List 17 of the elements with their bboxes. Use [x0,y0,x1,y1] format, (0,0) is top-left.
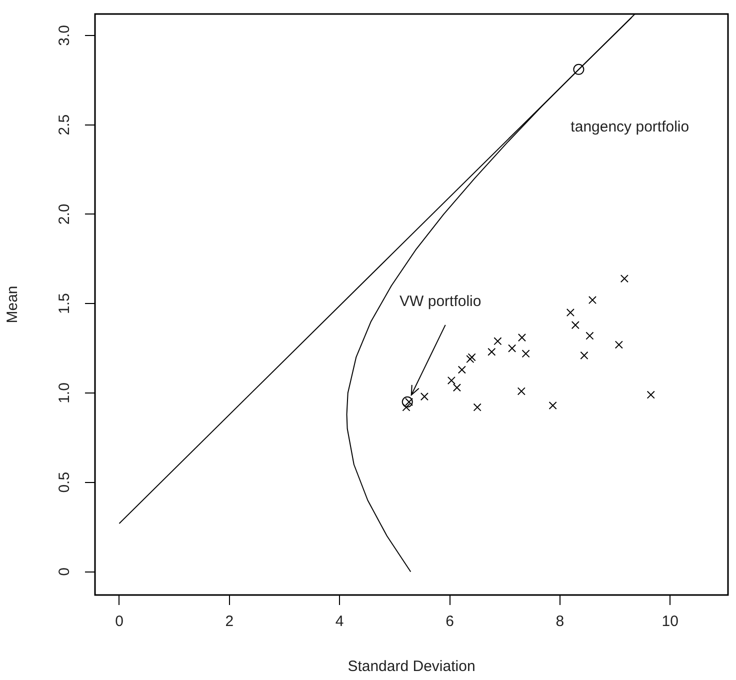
y-tick-label: 3.0 [56,25,74,46]
x-tick-label: 8 [556,613,564,630]
annotation: VW portfolio [400,293,482,310]
y-tick-label: 2.5 [56,114,74,136]
x-tick-label: 10 [662,613,678,630]
x-axis-title: Standard Deviation [348,658,476,676]
annotation: tangency portfolio [570,118,690,136]
y-tick-label: 2.0 [56,204,74,225]
x-tick-label: 4 [335,613,344,630]
y-axis-title: Mean [4,286,22,324]
y-tick-label: 1.0 [56,382,74,404]
x-tick-label: 2 [225,613,234,630]
y-tick-label: 0.5 [56,472,74,493]
y-tick-label: 1.5 [56,293,74,314]
x-tick-label: 6 [446,613,454,630]
y-tick-label: 0 [56,568,74,576]
x-tick-label: 0 [115,613,124,630]
